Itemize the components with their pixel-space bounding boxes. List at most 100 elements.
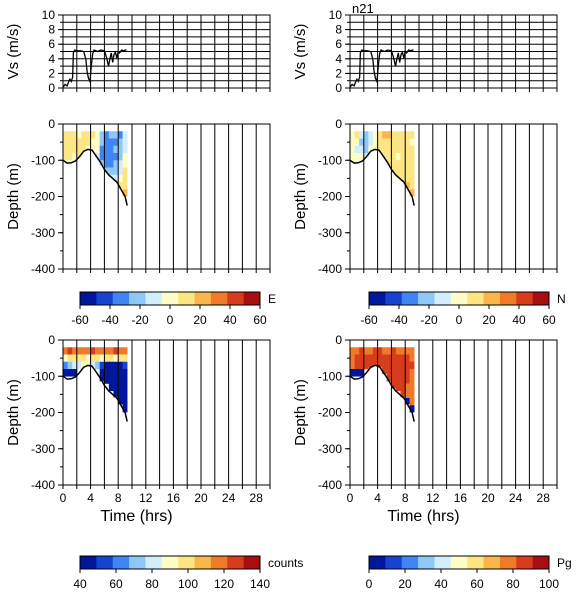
xtick-label: 4 [374, 491, 381, 505]
heatmap-cell [72, 361, 78, 370]
heatmap-cell [391, 361, 397, 370]
heatmap-cell [350, 354, 355, 363]
heatmap-cell [63, 138, 68, 147]
heatmap-cell [113, 131, 119, 139]
heatmap-cell [122, 398, 128, 406]
colorbar-tick-label: -60 [71, 313, 89, 327]
bathymetry-line-counts [62, 364, 128, 422]
heatmap-cell [405, 354, 410, 363]
heatmap-cell [72, 145, 78, 154]
colorbar-tick-label: 20 [193, 313, 207, 327]
heatmap-cell [67, 160, 73, 164]
colorbar-tick-label: 20 [398, 577, 412, 591]
heatmap-cell [409, 390, 415, 399]
heatmap-cell [377, 347, 383, 355]
heatmap-cell [386, 131, 392, 139]
heatmap-cells-Pg [350, 347, 415, 413]
xticks-speed-right [349, 88, 558, 92]
colorbar-tick-label: 120 [214, 577, 234, 591]
heatmap-cell [359, 145, 365, 154]
ytick-label: 0 [48, 333, 55, 347]
heatmap-cell [85, 347, 91, 355]
heatmap-cell [354, 361, 360, 370]
heatmap-cell [405, 369, 410, 377]
heatmap-cell [368, 354, 374, 363]
heatmap-cell [391, 153, 397, 161]
heatmap-cell [72, 138, 78, 147]
colorbar-tick-label: 40 [512, 313, 526, 327]
colorbar-swatch [467, 556, 484, 569]
heatmap-cell [108, 347, 114, 355]
heatmap-cell [122, 182, 128, 190]
heatmap-cell [95, 138, 100, 147]
colorbar-swatch [483, 556, 501, 569]
panel-E: -400 -300 -200 -100 0 Depth (m) [5, 117, 271, 276]
xticks-counts: 0 4 8 12 16 20 24 28 [60, 485, 271, 505]
heatmap-cell [359, 369, 365, 377]
colorbar-tick-label: 80 [506, 577, 520, 591]
heatmap-cell [354, 138, 360, 147]
colorbar-tick-label: 100 [539, 577, 559, 591]
colorbar-swatch [210, 292, 228, 305]
colorbar-label: N [557, 292, 566, 306]
colorbar-tick-label: 60 [253, 313, 267, 327]
xtick-label: 8 [115, 491, 122, 505]
heatmap-cell [76, 361, 82, 370]
heatmap-cell [377, 145, 383, 152]
heatmap-cell [409, 361, 415, 370]
heatmap-cell [67, 354, 73, 363]
xtick-label: 8 [402, 491, 409, 505]
colorbar-swatch [80, 292, 97, 305]
colorbar-swatch [129, 556, 146, 569]
ylabel-counts: Depth (m) [5, 379, 22, 446]
heatmap-cell [63, 369, 68, 377]
heatmap-cell [409, 182, 415, 190]
heatmap-cell [386, 160, 392, 166]
series-line-speed-left [62, 49, 127, 88]
colorbar-swatch [194, 292, 212, 305]
colorbar-swatch [532, 292, 550, 305]
heatmap-cell [359, 347, 365, 355]
heatmap-cell [76, 153, 82, 158]
heatmap-cell [405, 153, 410, 161]
heatmap-cell [81, 361, 87, 368]
heatmap-cell [122, 138, 128, 147]
ytick-label: -100 [31, 369, 55, 383]
heatmap-cell [113, 174, 119, 182]
vgrid-N [363, 124, 544, 269]
heatmap-cell [363, 138, 369, 147]
heatmap-cell [122, 376, 128, 384]
heatmap-cell [382, 131, 387, 139]
heatmap-cell [400, 376, 406, 384]
ylabel-speed-left: Vs (m/s) [5, 24, 22, 80]
heatmap-cell [377, 354, 383, 363]
heatmap-cell [63, 145, 68, 154]
colorbar-tick-label: 40 [434, 577, 448, 591]
heatmap-cell [122, 189, 128, 197]
colorbar-swatch [401, 556, 419, 569]
ytick-label: -300 [31, 442, 55, 456]
yticks-counts: -400 -300 -200 -100 0 [31, 333, 63, 492]
heatmap-cell [386, 138, 392, 147]
heatmap-cell [118, 361, 123, 370]
ytick-label: -400 [318, 262, 342, 276]
heatmap-cell [72, 153, 78, 161]
ytick-label: 4 [335, 52, 342, 66]
heatmap-cell [99, 145, 105, 154]
heatmap-cell [118, 347, 123, 355]
vgrid-E [76, 124, 257, 269]
heatmap-cell [395, 160, 401, 168]
xtick-label: 12 [426, 491, 440, 505]
heatmap-cell [85, 131, 91, 139]
vgrid-speed-right [350, 15, 557, 88]
heatmap-cell [122, 174, 128, 183]
heatmap-cell [63, 131, 68, 139]
heatmap-cell [391, 354, 397, 363]
bathymetry-line-N [349, 148, 415, 206]
heatmap-cell [72, 347, 78, 355]
heatmap-cell [391, 131, 397, 139]
heatmap-cell [372, 354, 378, 363]
heatmap-cell [405, 182, 410, 189]
